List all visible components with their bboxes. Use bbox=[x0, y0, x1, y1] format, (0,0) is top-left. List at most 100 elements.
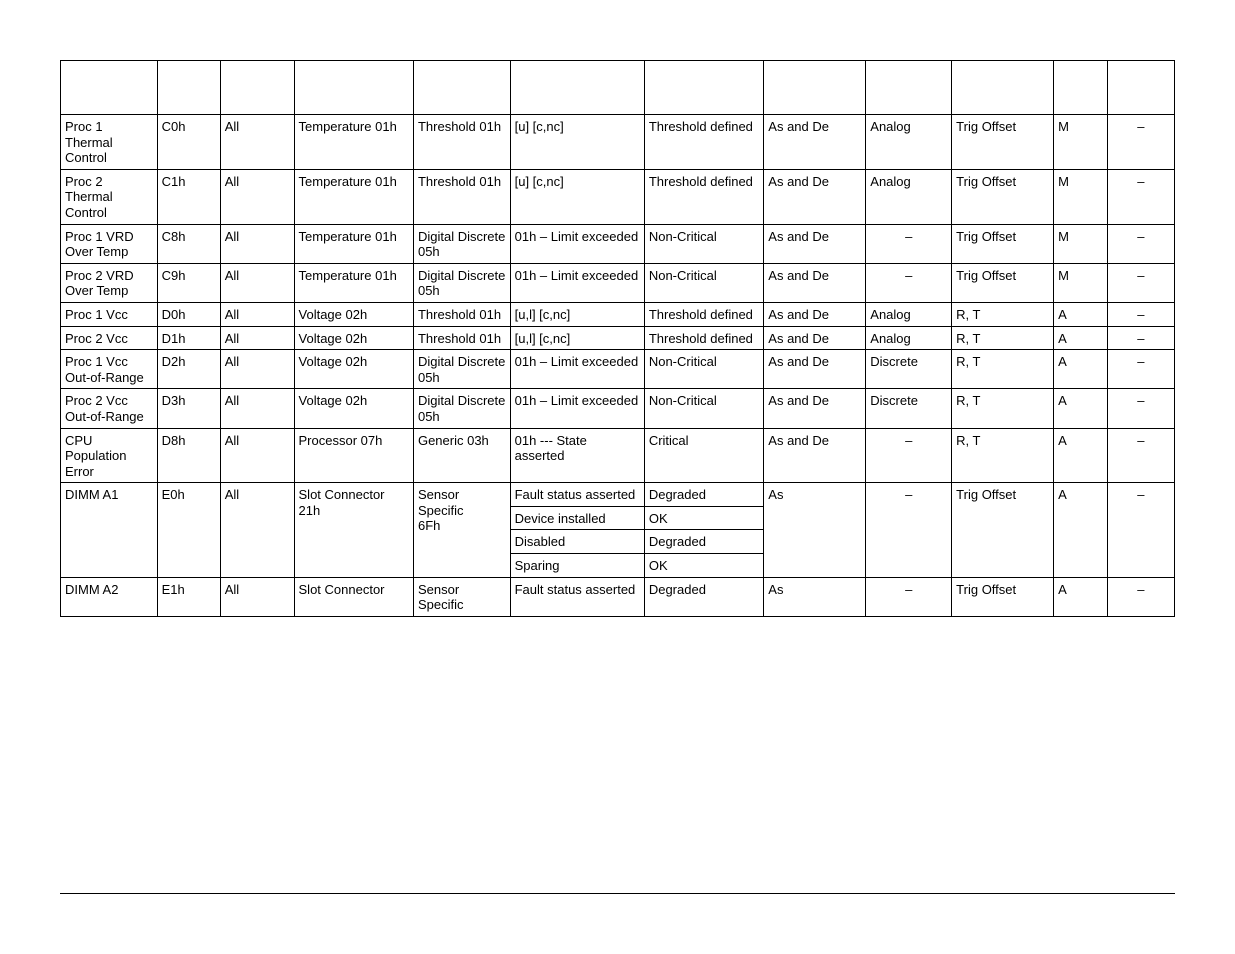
cell-stdby: A bbox=[1054, 389, 1108, 428]
cell-contrib: – bbox=[1107, 483, 1174, 577]
cell-rearm: Trig Offset bbox=[952, 483, 1054, 577]
table-row: DIMM A1E0hAllSlot Connector21hSensor Spe… bbox=[61, 483, 1175, 577]
hdr-cell bbox=[866, 61, 952, 115]
cell-stdby: A bbox=[1054, 428, 1108, 483]
cell-reading: Analog bbox=[866, 302, 952, 326]
cell-health: Non-Critical bbox=[644, 389, 763, 428]
cell-contrib: – bbox=[1107, 302, 1174, 326]
cell-stdby: M bbox=[1054, 169, 1108, 224]
cell-contrib: – bbox=[1107, 263, 1174, 302]
cell-offsets: [u] [c,nc] bbox=[510, 169, 644, 224]
cell-evt-type: Sensor Specific bbox=[413, 577, 510, 616]
cell-platform: All bbox=[220, 302, 294, 326]
hdr-cell bbox=[220, 61, 294, 115]
cell-type: Temperature 01h bbox=[294, 263, 413, 302]
cell-direction: As and De bbox=[764, 302, 866, 326]
hdr-cell bbox=[1107, 61, 1174, 115]
cell-offsets: Fault status asserted bbox=[510, 577, 644, 616]
cell-evt-type: Threshold 01h bbox=[413, 302, 510, 326]
cell-health: Non-Critical bbox=[644, 263, 763, 302]
hdr-cell bbox=[510, 61, 644, 115]
table-row: Proc 2 VRD Over TempC9hAllTemperature 01… bbox=[61, 263, 1175, 302]
cell-direction: As and De bbox=[764, 263, 866, 302]
cell-rearm: Trig Offset bbox=[952, 263, 1054, 302]
cell-type: Processor 07h bbox=[294, 428, 413, 483]
cell-direction: As and De bbox=[764, 169, 866, 224]
hdr-cell bbox=[157, 61, 220, 115]
hdr-cell bbox=[644, 61, 763, 115]
cell-platform: All bbox=[220, 115, 294, 170]
cell-health: Threshold defined bbox=[644, 326, 763, 350]
cell-evt-type: Sensor Specific6Fh bbox=[413, 483, 510, 577]
cell-id: C9h bbox=[157, 263, 220, 302]
cell-name: Proc 2 VRD Over Temp bbox=[61, 263, 158, 302]
cell-name: Proc 2 Thermal Control bbox=[61, 169, 158, 224]
cell-stdby: M bbox=[1054, 263, 1108, 302]
table-row: Proc 2 VccD1hAllVoltage 02hThreshold 01h… bbox=[61, 326, 1175, 350]
cell-contrib: – bbox=[1107, 169, 1174, 224]
cell-evt-type: Generic 03h bbox=[413, 428, 510, 483]
cell-id: D0h bbox=[157, 302, 220, 326]
cell-rearm: R, T bbox=[952, 326, 1054, 350]
cell-contrib: – bbox=[1107, 326, 1174, 350]
cell-rearm: Trig Offset bbox=[952, 224, 1054, 263]
cell-id: D8h bbox=[157, 428, 220, 483]
cell-reading: Discrete bbox=[866, 389, 952, 428]
cell-reading: – bbox=[866, 428, 952, 483]
table-row: Proc 1 VRD Over TempC8hAllTemperature 01… bbox=[61, 224, 1175, 263]
cell-id: E1h bbox=[157, 577, 220, 616]
cell-id: C1h bbox=[157, 169, 220, 224]
cell-contrib: – bbox=[1107, 428, 1174, 483]
cell-direction: As and De bbox=[764, 326, 866, 350]
cell-evt-type: Digital Discrete 05h bbox=[413, 389, 510, 428]
cell-name: Proc 1 Vcc bbox=[61, 302, 158, 326]
cell-type: Temperature 01h bbox=[294, 115, 413, 170]
cell-health: Critical bbox=[644, 428, 763, 483]
cell-type: Voltage 02h bbox=[294, 302, 413, 326]
cell-id: D3h bbox=[157, 389, 220, 428]
cell-direction: As and De bbox=[764, 428, 866, 483]
cell-health: Non-Critical bbox=[644, 350, 763, 389]
cell-offsets: [u,l] [c,nc] bbox=[510, 302, 644, 326]
cell-type: Slot Connector21h bbox=[294, 483, 413, 577]
cell-offsets: [u] [c,nc] bbox=[510, 115, 644, 170]
cell-platform: All bbox=[220, 577, 294, 616]
cell-reading: Analog bbox=[866, 169, 952, 224]
cell-platform: All bbox=[220, 389, 294, 428]
cell-rearm: R, T bbox=[952, 302, 1054, 326]
cell-id: D1h bbox=[157, 326, 220, 350]
cell-reading: Discrete bbox=[866, 350, 952, 389]
cell-offsets: 01h --- State asserted bbox=[510, 428, 644, 483]
cell-platform: All bbox=[220, 350, 294, 389]
cell-reading: – bbox=[866, 224, 952, 263]
cell-name: DIMM A2 bbox=[61, 577, 158, 616]
cell-contrib: – bbox=[1107, 115, 1174, 170]
hdr-cell bbox=[413, 61, 510, 115]
cell-offsets: 01h – Limit exceeded bbox=[510, 389, 644, 428]
hdr-cell bbox=[1054, 61, 1108, 115]
cell-health: DegradedOKDegradedOK bbox=[644, 483, 763, 577]
cell-evt-type: Digital Discrete 05h bbox=[413, 224, 510, 263]
cell-platform: All bbox=[220, 326, 294, 350]
table-row: Proc 1 Thermal ControlC0hAllTemperature … bbox=[61, 115, 1175, 170]
table-row: Proc 1 VccD0hAllVoltage 02hThreshold 01h… bbox=[61, 302, 1175, 326]
cell-evt-type: Threshold 01h bbox=[413, 326, 510, 350]
cell-rearm: R, T bbox=[952, 428, 1054, 483]
cell-evt-type: Threshold 01h bbox=[413, 115, 510, 170]
cell-evt-type: Digital Discrete 05h bbox=[413, 263, 510, 302]
cell-rearm: Trig Offset bbox=[952, 115, 1054, 170]
cell-id: C0h bbox=[157, 115, 220, 170]
cell-offsets: 01h – Limit exceeded bbox=[510, 263, 644, 302]
cell-platform: All bbox=[220, 428, 294, 483]
cell-name: Proc 1 VRD Over Temp bbox=[61, 224, 158, 263]
cell-health: Non-Critical bbox=[644, 224, 763, 263]
cell-offsets: Fault status assertedDevice installedDis… bbox=[510, 483, 644, 577]
cell-stdby: A bbox=[1054, 577, 1108, 616]
cell-rearm: Trig Offset bbox=[952, 577, 1054, 616]
footer-rule bbox=[60, 893, 1175, 894]
cell-stdby: A bbox=[1054, 326, 1108, 350]
cell-platform: All bbox=[220, 483, 294, 577]
cell-rearm: R, T bbox=[952, 389, 1054, 428]
cell-platform: All bbox=[220, 169, 294, 224]
cell-id: D2h bbox=[157, 350, 220, 389]
